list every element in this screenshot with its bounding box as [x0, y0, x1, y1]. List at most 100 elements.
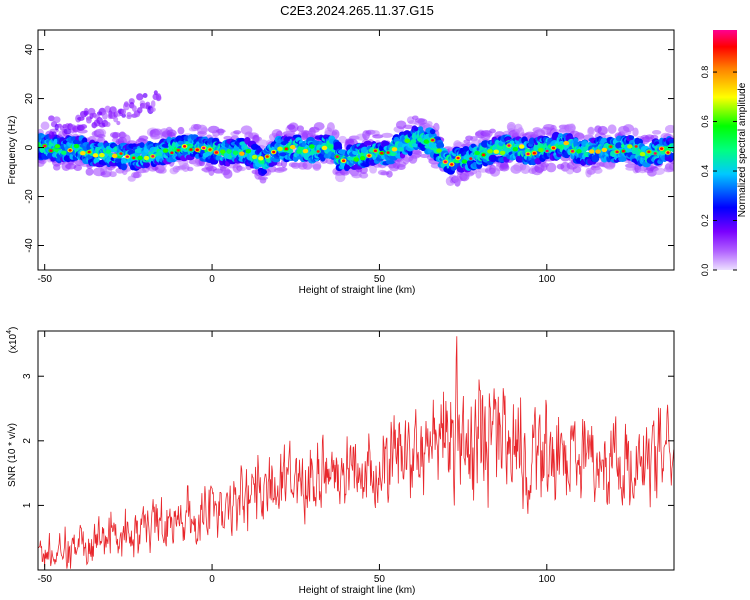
spectrogram-peak-cell	[545, 149, 549, 153]
snr-multiplier-close: )	[8, 327, 19, 330]
spectrogram-cell	[436, 148, 442, 153]
spectrogram-halo-cell	[381, 132, 393, 138]
spectrogram-cell	[245, 148, 252, 154]
spectrogram-cell	[321, 145, 328, 151]
spectrogram-halo-cell	[296, 125, 304, 132]
spectrogram-cell	[639, 151, 646, 157]
spectrogram-peak-cell	[526, 152, 530, 156]
colorbar-gradient	[713, 30, 737, 270]
spectrogram-cell	[410, 138, 417, 144]
spectrogram-halo-cell	[257, 139, 269, 148]
spectrogram-halo-cell	[257, 176, 268, 181]
spectrogram-halo-cell	[131, 171, 142, 179]
spectrogram-xtick-label: 50	[374, 274, 386, 285]
spectrogram-cell	[142, 161, 150, 169]
spectrogram-halo-cell	[96, 133, 106, 139]
spectrogram-cell	[289, 144, 296, 150]
snr-multiplier-exp: 4	[6, 330, 13, 334]
spectrogram-branch-cell	[104, 121, 111, 128]
spectrogram-x-axis: -50 0 50 100	[37, 30, 556, 285]
spectrogram-halo-cell	[632, 127, 639, 137]
spectrogram-peak-cell	[49, 149, 53, 152]
spectrogram-peak-cell	[380, 151, 384, 155]
spectrogram-cell	[518, 144, 525, 149]
spectrogram-halo-cell	[372, 134, 384, 139]
snr-xtick-label: 0	[209, 574, 215, 585]
spectrogram-ytick-label: -40	[24, 238, 35, 253]
spectrogram-halo-cell	[288, 122, 299, 133]
spectrogram-cell	[537, 147, 544, 153]
spectrogram-branch-cell	[52, 116, 61, 124]
spectrogram-xlabel: Height of straight line (km)	[299, 285, 416, 296]
spectrogram-halo-cell	[276, 162, 283, 167]
snr-panel: -50 0 50 100 1 2 3 (x104) Height of straight …	[6, 327, 675, 596]
spectrogram-branch-cell	[86, 117, 92, 124]
spectrogram-cell	[80, 150, 86, 156]
spectrogram-cell	[50, 156, 56, 162]
spectrogram-peak-cell	[450, 163, 454, 166]
spectrogram-cell	[436, 142, 445, 149]
spectrogram-peak-cell	[132, 156, 136, 160]
spectrogram-peak-cell	[335, 155, 339, 158]
spectrogram-halo-cell	[622, 124, 635, 133]
spectrogram-halo-cell	[302, 161, 313, 170]
spectrogram-halo-cell	[73, 164, 83, 171]
spectrogram-branch-cell	[102, 111, 108, 120]
spectrogram-halo-cell	[540, 163, 548, 172]
snr-frame	[37, 330, 675, 571]
spectrogram-halo-cell	[217, 128, 225, 136]
spectrogram-halo-cell	[403, 124, 414, 130]
spectrogram-halo-cell	[607, 124, 617, 134]
spectrogram-halo-cell	[338, 135, 347, 144]
spectrogram-cell	[391, 147, 398, 152]
spectrogram-branch-cell	[83, 110, 89, 116]
spectrogram-branch-cell	[136, 93, 144, 101]
spectrogram-halo-cell	[593, 167, 603, 174]
spectrogram-cell	[582, 146, 589, 151]
spectrogram-cell	[417, 137, 423, 142]
spectrogram-halo-cell	[413, 149, 423, 158]
spectrogram-cell	[563, 140, 570, 146]
spectrogram-peak-cell	[456, 156, 460, 160]
spectrogram-peak-cell	[431, 138, 435, 142]
spectrogram-peak-cell	[195, 148, 199, 152]
spectrogram-cell	[493, 149, 500, 154]
spectrogram-branch-cell	[136, 107, 143, 114]
spectrogram-halo-cell	[313, 122, 325, 131]
spectrogram-branch-cell	[77, 116, 85, 121]
spectrogram-cell	[487, 149, 493, 154]
colorbar-ticks: 0.0 0.2 0.4 0.6 0.8	[700, 66, 737, 276]
spectrogram-cell	[239, 151, 245, 156]
spectrogram-branch-cell	[131, 105, 137, 112]
spectrogram-frame	[37, 29, 675, 271]
snr-x-axis: -50 0 50 100	[37, 331, 556, 585]
spectrogram-cell	[73, 143, 80, 149]
spectrogram-cell	[363, 140, 373, 146]
spectrogram-ytick-label: -20	[24, 189, 35, 204]
spectrogram-cell	[92, 153, 99, 158]
spectrogram-cell	[333, 141, 343, 149]
spectrogram-cell	[347, 156, 353, 161]
colorbar-tick-label: 0.4	[700, 165, 710, 178]
spectrogram-branch-cell	[116, 120, 121, 126]
spectrogram-halo-cell	[312, 161, 322, 171]
snr-xtick-label: 100	[538, 574, 555, 585]
spectrogram-halo-cell	[138, 135, 149, 141]
spectrogram-peak-cell	[125, 155, 129, 158]
figure-title: C2E3.2024.265.11.37.G15	[280, 3, 434, 18]
spectrogram-cell	[618, 156, 627, 162]
spectrogram-halo-cell	[359, 172, 369, 179]
spectrogram-xtick-label: 100	[538, 274, 555, 285]
spectrogram-halo-cell	[166, 129, 177, 137]
spectrogram-cell	[260, 169, 268, 175]
spectrogram-cell	[60, 150, 67, 155]
spectrogram-cell	[462, 146, 470, 152]
spectrogram-cell	[162, 148, 169, 153]
spectrogram-peak-cell	[666, 151, 670, 154]
spectrogram-peak-cell	[176, 148, 180, 152]
spectrogram-cell	[137, 155, 143, 161]
spectrogram-halo-cell	[587, 126, 595, 137]
spectrogram-cell	[156, 151, 162, 156]
spectrogram-peak-cell	[621, 149, 626, 153]
